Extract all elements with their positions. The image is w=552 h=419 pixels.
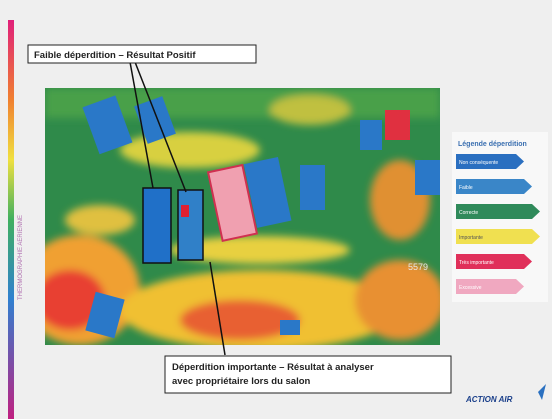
legend-swatch [456, 204, 540, 219]
callout-text: Faible déperdition – Résultat Positif [34, 50, 196, 61]
legend: Non conséquente Faible Correcte Importante T… [456, 154, 540, 294]
image-number: 5579 [408, 262, 428, 272]
legend-label: Non conséquente [459, 160, 498, 166]
callout-text: avec propriétaire lors du salon [172, 376, 311, 387]
legend-swatch [456, 229, 540, 244]
thermal-image [45, 88, 440, 345]
arrow [134, 61, 187, 193]
legend-label: Faible [459, 185, 473, 191]
callout-box [27, 44, 257, 64]
legend-swatch [456, 254, 532, 269]
callout-text: Déperdition importante – Résultat à anal… [172, 362, 374, 373]
legend-swatch [456, 179, 532, 194]
logo: ACTION AIR [465, 395, 513, 404]
legend-label: Excessive [459, 285, 482, 291]
color-bar [8, 20, 14, 419]
arrow [209, 261, 226, 356]
legend-label: Très importante [459, 260, 494, 266]
logo-mark [538, 384, 546, 400]
arrow [129, 61, 154, 189]
legend-label: Importante [459, 235, 483, 241]
legend-title: Légende déperdition [458, 141, 527, 148]
side-label: THERMOGRAPHIE AERIENNE [18, 215, 24, 300]
callout-box [164, 355, 452, 394]
legend-swatch [456, 154, 524, 169]
legend-label: Correcte [459, 210, 478, 216]
legend-swatch [456, 279, 524, 294]
